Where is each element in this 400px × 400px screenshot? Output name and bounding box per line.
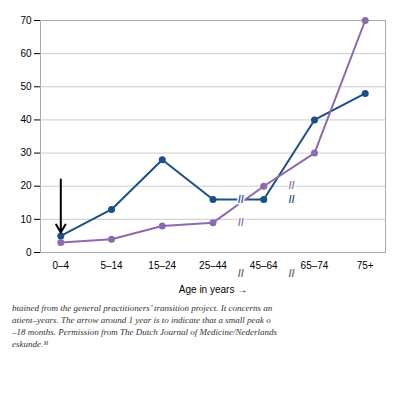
svg-text:10: 10	[20, 214, 32, 225]
html-text:–18 months. Permission from Th: –18 months. Permission from The Dutch Jo…	[12, 327, 277, 337]
html-text:btained from the general pract: btained from the general practitioners’ …	[12, 303, 273, 313]
svg-text:40: 40	[20, 114, 32, 125]
svg-text:15–24: 15–24	[148, 260, 176, 271]
svg-text://: //	[238, 217, 244, 228]
svg-text:50: 50	[20, 81, 32, 92]
svg-text:70: 70	[20, 15, 32, 26]
svg-text:Age in years →: Age in years →	[179, 284, 247, 295]
svg-text://: //	[289, 268, 295, 279]
svg-text:45–64: 45–64	[250, 260, 278, 271]
svg-text://: //	[238, 268, 244, 279]
html-text:atient–years. The arrow around: atient–years. The arrow around 1 year is…	[12, 315, 271, 325]
svg-text:30: 30	[20, 147, 32, 158]
svg-text:25–44: 25–44	[199, 260, 227, 271]
svg-text:20: 20	[20, 180, 32, 191]
svg-text://: //	[238, 194, 244, 205]
svg-text:65–74: 65–74	[301, 260, 329, 271]
svg-text://: //	[289, 194, 295, 205]
svg-text:0–4: 0–4	[52, 260, 69, 271]
svg-text:0: 0	[26, 247, 32, 258]
svg-text:5–14: 5–14	[100, 260, 123, 271]
svg-text:60: 60	[20, 48, 32, 59]
svg-text:75+: 75+	[357, 260, 374, 271]
svg-text://: //	[289, 180, 295, 191]
html-text:eskunde.ᴹ: eskunde.ᴹ	[12, 339, 49, 349]
